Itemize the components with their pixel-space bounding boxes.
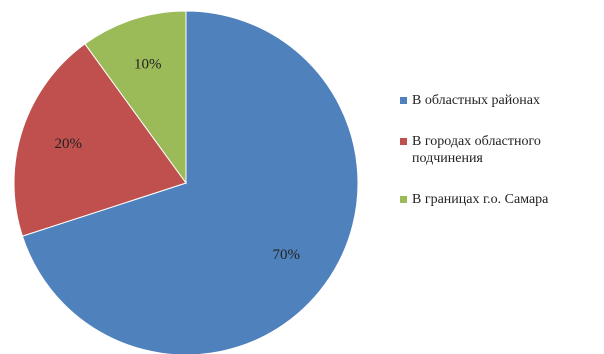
legend-swatch bbox=[400, 97, 407, 104]
legend-item: В областных районах bbox=[400, 92, 604, 109]
legend: В областных районах В городах областного… bbox=[400, 92, 604, 232]
legend-item: В границах г.о. Самара bbox=[400, 191, 604, 208]
legend-swatch bbox=[400, 196, 407, 203]
legend-item: В городах областного подчинения bbox=[400, 133, 604, 167]
legend-label: подчинения bbox=[412, 151, 483, 166]
legend-label: В областных районах bbox=[412, 93, 540, 108]
slice-data-label: 70% bbox=[272, 247, 300, 263]
pie-slice bbox=[84, 10, 187, 185]
legend-label: В городах областного bbox=[412, 134, 541, 149]
slice-data-label: 20% bbox=[54, 136, 82, 152]
legend-swatch bbox=[400, 138, 407, 145]
legend-label: В границах г.о. Самара bbox=[412, 192, 549, 207]
pie-slice bbox=[21, 10, 359, 354]
pie-plot: 70% 20% 10% bbox=[13, 10, 359, 354]
slice-data-label: 10% bbox=[134, 57, 162, 73]
pie-slice bbox=[13, 43, 187, 237]
